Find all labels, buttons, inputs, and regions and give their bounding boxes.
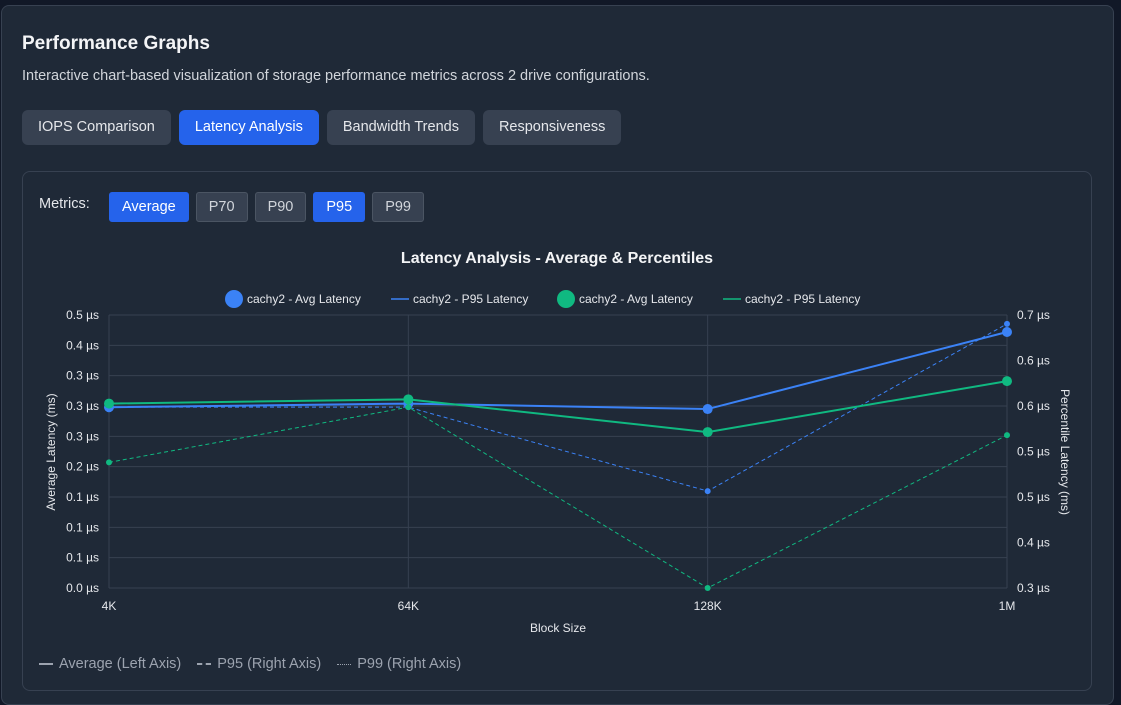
page-subtitle: Interactive chart-based visualization of… bbox=[22, 68, 650, 84]
series-point bbox=[702, 404, 713, 415]
series-point bbox=[403, 394, 414, 405]
legend-circle-icon bbox=[557, 290, 575, 308]
y-left-tick-label: 0.3 µs bbox=[66, 369, 99, 383]
y-axis-left-label: Average Latency (ms) bbox=[44, 393, 58, 510]
series-line bbox=[108, 406, 1008, 589]
bottom-legend: Average (Left Axis) P95 (Right Axis) P99… bbox=[39, 656, 461, 672]
dashed-line-icon bbox=[197, 663, 212, 665]
metric-p95-button[interactable]: P95 bbox=[313, 192, 366, 222]
y-left-tick-label: 0.1 µs bbox=[66, 551, 99, 565]
chart-series bbox=[104, 320, 1012, 591]
performance-graphs-panel: Performance Graphs Interactive chart-bas… bbox=[1, 5, 1114, 705]
metric-p70-button[interactable]: P70 bbox=[195, 192, 248, 222]
series-point bbox=[104, 398, 114, 409]
series-point bbox=[106, 459, 112, 466]
x-tick-label: 64K bbox=[398, 599, 419, 613]
y-right-tick-label: 0.7 µs bbox=[1017, 308, 1050, 322]
series-line bbox=[108, 331, 1008, 411]
chart-grid bbox=[108, 314, 1008, 589]
series-line bbox=[108, 380, 1008, 434]
y-axis-right-label: Percentile Latency (ms) bbox=[1058, 389, 1072, 515]
y-right-tick-label: 0.6 µs bbox=[1017, 354, 1050, 368]
x-tick-label: 128K bbox=[694, 599, 722, 613]
bottom-legend-average-label: Average (Left Axis) bbox=[59, 656, 182, 672]
series-point bbox=[405, 404, 412, 411]
tab-responsiveness[interactable]: Responsiveness bbox=[482, 110, 622, 145]
legend-label: cachy2 - Avg Latency bbox=[579, 292, 693, 306]
y-left-tick-label: 0.5 µs bbox=[66, 308, 99, 322]
y-right-tick-label: 0.6 µs bbox=[1017, 399, 1050, 413]
y-right-tick-label: 0.3 µs bbox=[1017, 581, 1050, 595]
series-point bbox=[1002, 376, 1012, 387]
series-point bbox=[1004, 432, 1010, 439]
y-right-tick-label: 0.5 µs bbox=[1017, 445, 1050, 459]
series-point bbox=[1002, 326, 1012, 337]
legend-label: cachy2 - P95 Latency bbox=[413, 292, 528, 306]
series-point bbox=[704, 488, 711, 495]
y-right-tick-label: 0.5 µs bbox=[1017, 490, 1050, 504]
bottom-legend-p99: P99 (Right Axis) bbox=[337, 656, 461, 672]
metrics-label: Metrics: bbox=[39, 196, 90, 212]
x-tick-label: 4K bbox=[102, 599, 117, 613]
y-right-tick-label: 0.4 µs bbox=[1017, 536, 1050, 550]
y-left-tick-label: 0.2 µs bbox=[66, 460, 99, 474]
chart-legend: cachy2 - Avg Latency cachy2 - P95 Latency… bbox=[225, 290, 860, 308]
page-title: Performance Graphs bbox=[22, 33, 210, 54]
tab-latency-analysis[interactable]: Latency Analysis bbox=[178, 110, 319, 145]
tab-bandwidth-trends[interactable]: Bandwidth Trends bbox=[326, 110, 475, 145]
chart-card: Metrics: Average P70 P90 P95 P99 Latency… bbox=[22, 171, 1092, 691]
solid-line-icon bbox=[39, 663, 53, 665]
metric-average-button[interactable]: Average bbox=[109, 192, 189, 222]
legend-label: cachy2 - P95 Latency bbox=[745, 292, 860, 306]
chart-title: Latency Analysis - Average & Percentiles bbox=[401, 250, 713, 267]
legend-label: cachy2 - Avg Latency bbox=[247, 292, 361, 306]
y-left-tick-label: 0.1 µs bbox=[66, 490, 99, 504]
y-left-tick-label: 0.0 µs bbox=[66, 581, 99, 595]
metric-p99-button[interactable]: P99 bbox=[372, 192, 424, 222]
metric-p90-button[interactable]: P90 bbox=[254, 192, 307, 222]
series-point bbox=[704, 585, 711, 591]
y-left-tick-label: 0.1 µs bbox=[66, 520, 99, 534]
legend-circle-icon bbox=[225, 290, 243, 308]
bottom-legend-p95-label: P95 (Right Axis) bbox=[217, 656, 322, 672]
chart-axes: 0.5 µs 0.4 µs 0.3 µs 0.3 µs 0.3 µs 0.2 µs 0.1 … bbox=[66, 308, 1050, 613]
series-point bbox=[702, 427, 713, 438]
series-point bbox=[1004, 320, 1010, 327]
x-axis-label: Block Size bbox=[530, 621, 586, 635]
dotted-line-icon bbox=[337, 663, 352, 665]
latency-chart: Latency Analysis - Average & Percentiles… bbox=[44, 250, 1072, 635]
metric-toggle-group: Average P70 P90 P95 P99 bbox=[109, 192, 424, 222]
bottom-legend-p99-label: P99 (Right Axis) bbox=[357, 656, 462, 672]
bottom-legend-average: Average (Left Axis) bbox=[39, 656, 181, 672]
tab-iops-comparison[interactable]: IOPS Comparison bbox=[22, 110, 171, 145]
bottom-legend-p95: P95 (Right Axis) bbox=[197, 656, 321, 672]
y-left-tick-label: 0.4 µs bbox=[66, 338, 99, 352]
x-tick-label: 1M bbox=[999, 599, 1016, 613]
y-left-tick-label: 0.3 µs bbox=[66, 399, 99, 413]
y-left-tick-label: 0.3 µs bbox=[66, 429, 99, 443]
series-line bbox=[109, 323, 1008, 492]
tab-bar: IOPS Comparison Latency Analysis Bandwid… bbox=[22, 110, 622, 145]
